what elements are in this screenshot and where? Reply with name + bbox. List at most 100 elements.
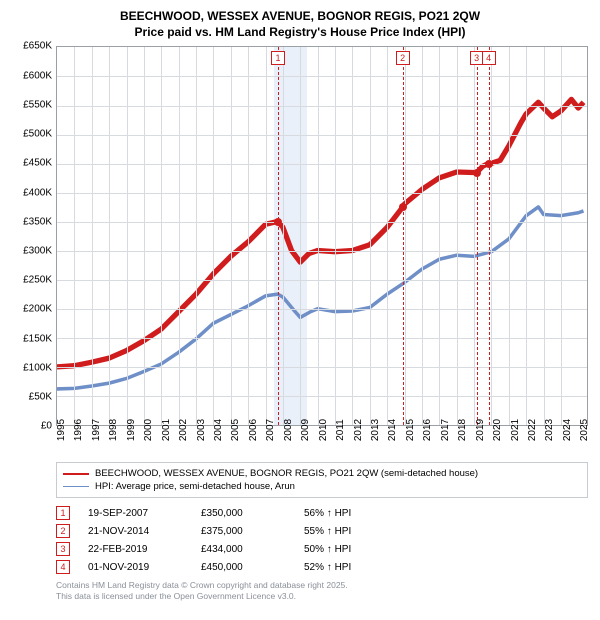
x-axis: 1995199619971998199920002001200220032004…: [56, 426, 588, 456]
gridline-h: [57, 280, 587, 281]
gridline-v: [335, 47, 336, 425]
sales-table: 1 19-SEP-2007 £350,000 56% ↑ HPI 2 21-NOV-201…: [56, 504, 588, 576]
gridline-v: [196, 47, 197, 425]
x-tick-label: 2013: [370, 419, 381, 441]
x-tick-label: 2005: [230, 419, 241, 441]
sales-date: 22-FEB-2019: [88, 544, 183, 555]
sales-date: 21-NOV-2014: [88, 526, 183, 537]
y-tick-label: £500K: [23, 129, 52, 140]
y-tick-label: £550K: [23, 99, 52, 110]
x-tick-label: 2014: [387, 419, 398, 441]
gridline-h: [57, 76, 587, 77]
sales-hpi: 56% ↑ HPI: [304, 508, 394, 519]
gridline-v: [300, 47, 301, 425]
sale-marker-label: 2: [396, 51, 410, 65]
x-tick-label: 2006: [248, 419, 259, 441]
sales-price: £450,000: [201, 562, 286, 573]
y-tick-label: £350K: [23, 216, 52, 227]
sales-date: 19-SEP-2007: [88, 508, 183, 519]
x-tick-label: 2016: [422, 419, 433, 441]
x-tick-label: 1998: [108, 419, 119, 441]
gridline-v: [231, 47, 232, 425]
gridline-v: [179, 47, 180, 425]
gridline-v: [491, 47, 492, 425]
footnote: Contains HM Land Registry data © Crown c…: [56, 580, 588, 602]
y-tick-label: £400K: [23, 187, 52, 198]
sale-marker-dot: [274, 218, 282, 226]
x-tick-label: 1999: [126, 419, 137, 441]
gridline-h: [57, 367, 587, 368]
y-tick-label: £100K: [23, 362, 52, 373]
x-tick-label: 2015: [405, 419, 416, 441]
gridline-h: [57, 106, 587, 107]
legend-swatch: [63, 473, 89, 475]
y-tick-label: £50K: [29, 392, 52, 403]
title-line-1: BEECHWOOD, WESSEX AVENUE, BOGNOR REGIS, …: [12, 8, 588, 24]
y-tick-label: £600K: [23, 70, 52, 81]
x-tick-label: 2008: [283, 419, 294, 441]
legend-label: BEECHWOOD, WESSEX AVENUE, BOGNOR REGIS, …: [95, 468, 478, 479]
x-tick-label: 2009: [300, 419, 311, 441]
x-tick-label: 2003: [196, 419, 207, 441]
x-tick-label: 2024: [562, 419, 573, 441]
x-tick-label: 2001: [161, 419, 172, 441]
gridline-v: [405, 47, 406, 425]
sales-index-box: 3: [56, 542, 70, 556]
gridline-v: [387, 47, 388, 425]
x-tick-label: 2012: [353, 419, 364, 441]
gridline-v: [474, 47, 475, 425]
gridline-v: [283, 47, 284, 425]
gridline-h: [57, 193, 587, 194]
sales-price: £350,000: [201, 508, 286, 519]
sale-marker-dot: [473, 169, 481, 177]
sales-index-box: 2: [56, 524, 70, 538]
y-axis: £0£50K£100K£150K£200K£250K£300K£350K£400…: [12, 46, 56, 426]
gridline-v: [74, 47, 75, 425]
gridline-v: [213, 47, 214, 425]
sale-marker-dot: [399, 203, 407, 211]
gridline-h: [57, 396, 587, 397]
sales-price: £375,000: [201, 526, 286, 537]
legend-label: HPI: Average price, semi-detached house,…: [95, 481, 295, 492]
chart-title: BEECHWOOD, WESSEX AVENUE, BOGNOR REGIS, …: [12, 8, 588, 40]
gridline-h: [57, 222, 587, 223]
sales-index-box: 4: [56, 560, 70, 574]
sales-price: £434,000: [201, 544, 286, 555]
gridline-v: [161, 47, 162, 425]
gridline-h: [57, 338, 587, 339]
x-tick-label: 2022: [527, 419, 538, 441]
sales-index-box: 1: [56, 506, 70, 520]
gridline-v: [318, 47, 319, 425]
x-tick-label: 2019: [475, 419, 486, 441]
sales-date: 01-NOV-2019: [88, 562, 183, 573]
sale-marker-line: [489, 47, 490, 425]
x-tick-label: 2004: [213, 419, 224, 441]
gridline-v: [370, 47, 371, 425]
gridline-h: [57, 135, 587, 136]
legend-item: BEECHWOOD, WESSEX AVENUE, BOGNOR REGIS, …: [63, 467, 581, 480]
gridline-v: [457, 47, 458, 425]
sale-marker-dot: [485, 160, 493, 168]
x-tick-label: 2002: [178, 419, 189, 441]
y-tick-label: £450K: [23, 158, 52, 169]
gridline-v: [248, 47, 249, 425]
chart-area: £0£50K£100K£150K£200K£250K£300K£350K£400…: [12, 46, 588, 426]
x-tick-label: 2011: [335, 420, 346, 442]
gridline-v: [109, 47, 110, 425]
gridline-h: [57, 309, 587, 310]
gridline-v: [561, 47, 562, 425]
gridline-v: [127, 47, 128, 425]
gridline-v: [526, 47, 527, 425]
y-tick-label: £200K: [23, 304, 52, 315]
legend: BEECHWOOD, WESSEX AVENUE, BOGNOR REGIS, …: [56, 462, 588, 498]
y-tick-label: £0: [41, 421, 52, 432]
x-tick-label: 2025: [579, 419, 590, 441]
sale-marker-label: 4: [482, 51, 496, 65]
sales-row: 322-FEB-2019£434,00050% ↑ HPI: [56, 540, 588, 558]
gridline-v: [352, 47, 353, 425]
gridline-v: [422, 47, 423, 425]
chart-container: BEECHWOOD, WESSEX AVENUE, BOGNOR REGIS, …: [0, 0, 600, 608]
y-tick-label: £250K: [23, 275, 52, 286]
footnote-line-1: Contains HM Land Registry data © Crown c…: [56, 580, 588, 591]
gridline-v: [144, 47, 145, 425]
